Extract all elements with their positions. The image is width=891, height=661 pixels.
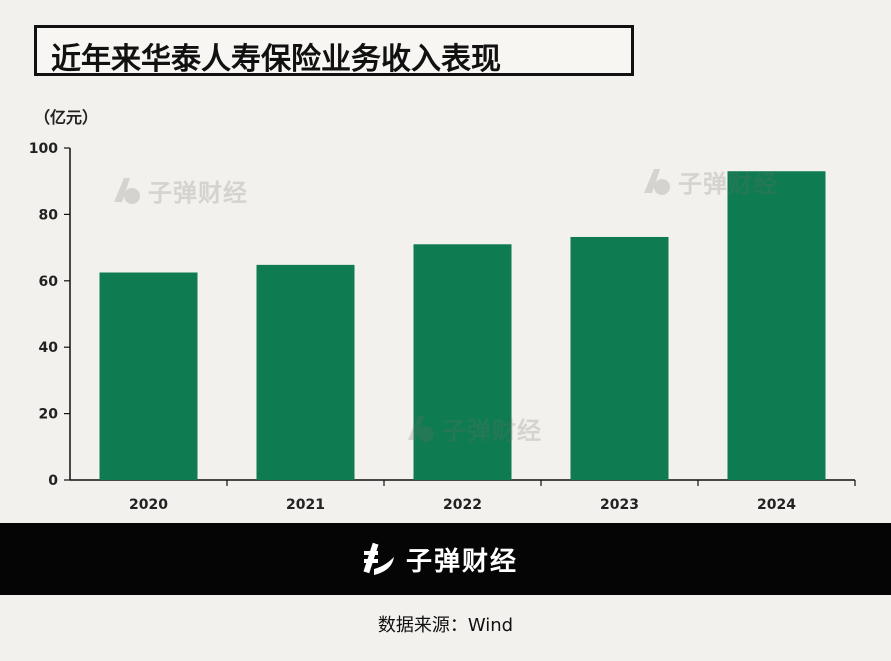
- bullet-logo-icon: [363, 542, 394, 575]
- bar-2024: [727, 171, 826, 481]
- x-tick-label: 2021: [286, 497, 325, 513]
- chart-title: 近年来华泰人寿保险业务收入表现: [51, 42, 501, 77]
- y-tick-label: 100: [29, 141, 58, 157]
- y-tick-label: 60: [39, 274, 59, 290]
- x-tick-label: 2022: [443, 497, 482, 513]
- title-box: 近年来华泰人寿保险业务收入表现: [34, 25, 634, 77]
- bar-2023: [570, 236, 669, 480]
- footer-band: 子弹财经: [0, 523, 891, 595]
- y-tick-label: 0: [48, 473, 58, 489]
- bar-chart: 0 20 40 60 80 100 2020 2021 2022 2023 2024: [29, 141, 856, 513]
- bar-2021: [256, 264, 355, 480]
- y-axis-unit-label: （亿元）: [34, 108, 99, 127]
- bar-2022: [413, 244, 512, 480]
- y-tick-label: 40: [39, 340, 59, 356]
- bar-2020: [99, 272, 198, 480]
- y-tick-label: 20: [39, 407, 59, 423]
- data-source: 数据来源：Wind: [377, 615, 514, 636]
- x-tick-label: 2020: [129, 497, 168, 513]
- footer-logo: 子弹财经: [358, 539, 518, 579]
- footer-brand-text: 子弹财经: [406, 546, 519, 577]
- x-tick-label: 2024: [757, 497, 796, 513]
- x-tick-label: 2023: [600, 497, 639, 513]
- y-tick-label: 80: [39, 207, 59, 223]
